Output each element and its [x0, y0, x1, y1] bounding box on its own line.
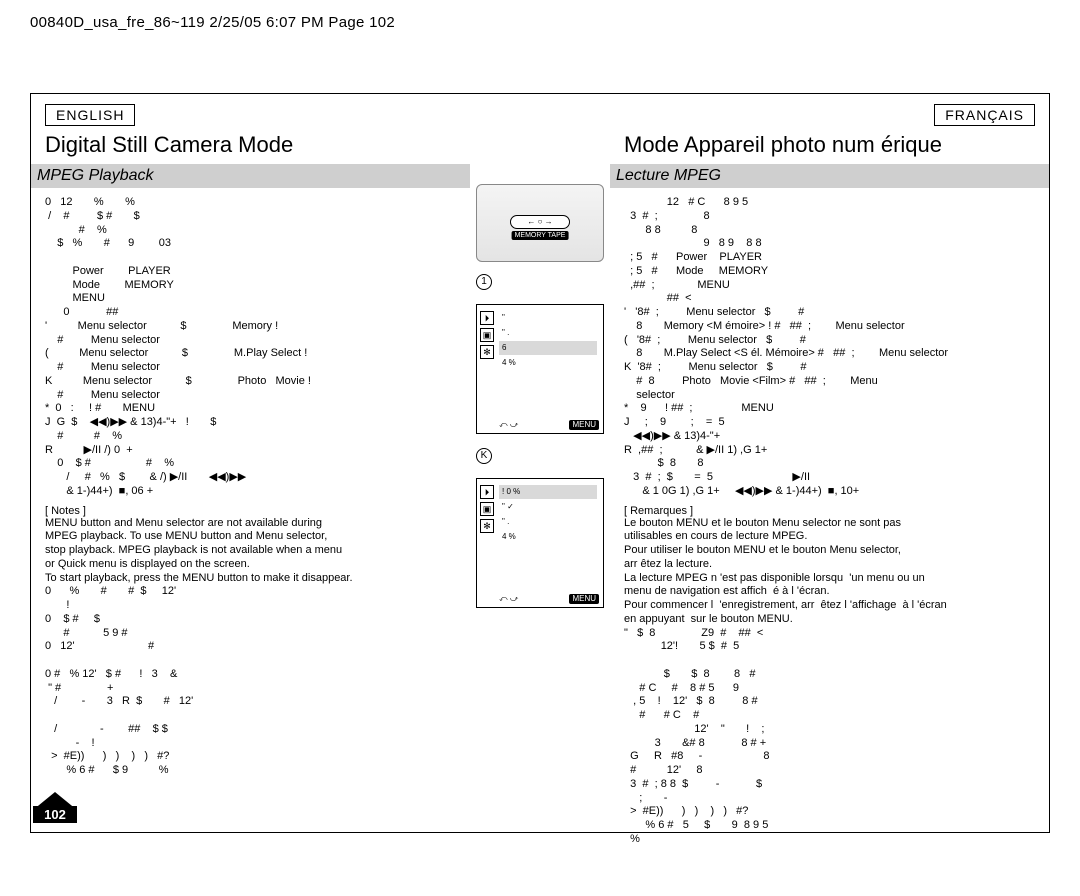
list-item: " .	[499, 515, 597, 529]
list-item-selected: 6	[499, 341, 597, 355]
screen1-menu-list: " " . 6 4 %	[499, 311, 597, 371]
column-french: FRANÇAIS Mode Appareil photo num érique …	[610, 94, 1049, 832]
list-item: " ✓	[499, 500, 597, 514]
notes-heading-english: [ Notes ]	[45, 505, 456, 517]
screen1-bottom-bar: ⤺ ⤻ MENU	[499, 420, 599, 430]
step-marker-1: 1	[476, 274, 492, 290]
step-marker-k: K	[476, 448, 492, 464]
screen1-side-icons: ⏵ ▣ ✻	[480, 311, 494, 362]
menu-button-label: MENU	[569, 420, 599, 430]
notes-heading-french: [ Remarques ]	[624, 505, 1035, 517]
subtitle-french: Lecture MPEG	[610, 164, 1049, 188]
list-item: "	[499, 311, 597, 325]
memory-tape-label: MEMORY TAPE	[512, 231, 569, 240]
list-item: 4 %	[499, 530, 597, 544]
menu-button-label: MENU	[569, 594, 599, 604]
tape-icon: ▣	[480, 328, 494, 342]
body-french: 12 # C 8 9 5 3 # ; 8 8 8 8 9 8 9 8 8 ; 5…	[624, 196, 1035, 499]
gear-icon: ✻	[480, 345, 494, 359]
lcd-screen-1: ⏵ ▣ ✻ " " . 6 4 % ⤺ ⤻ MENU	[476, 304, 604, 434]
subtitle-english: MPEG Playback	[31, 164, 470, 188]
notes-french: Le bouton MENU et le bouton Menu selecto…	[624, 517, 1035, 847]
page-number-badge: 102	[33, 798, 77, 828]
title-english: Digital Still Camera Mode	[45, 132, 456, 158]
list-item: " .	[499, 326, 597, 340]
camera-diagram: ← ○ → MEMORY TAPE	[476, 184, 604, 262]
gear-icon: ✻	[480, 519, 494, 533]
list-item: 4 %	[499, 356, 597, 370]
lcd-screen-2: ⏵ ▣ ✻ ! 0 % " ✓ " . 4 % ⤺ ⤻ MENU	[476, 478, 604, 608]
manual-page: ENGLISH Digital Still Camera Mode MPEG P…	[30, 93, 1050, 833]
language-label-english: ENGLISH	[45, 104, 135, 126]
mode-slider-icon: ← ○ →	[510, 215, 570, 229]
column-diagrams: ← ○ → MEMORY TAPE 1 ⏵ ▣ ✻ " " . 6 4 % ⤺ …	[470, 94, 610, 832]
nav-icons: ⤺ ⤻	[499, 420, 518, 430]
screen2-menu-list: ! 0 % " ✓ " . 4 %	[499, 485, 597, 545]
tape-icon: ▣	[480, 502, 494, 516]
page-header: 00840D_usa_fre_86~119 2/25/05 6:07 PM Pa…	[0, 0, 1080, 31]
screen2-side-icons: ⏵ ▣ ✻	[480, 485, 494, 536]
notes-english: MENU button and Menu selector are not av…	[45, 517, 456, 778]
camera-icon: ⏵	[480, 485, 494, 499]
title-french: Mode Appareil photo num érique	[624, 132, 1035, 158]
screen2-bottom-bar: ⤺ ⤻ MENU	[499, 594, 599, 604]
camera-icon: ⏵	[480, 311, 494, 325]
list-item-selected: ! 0 %	[499, 485, 597, 499]
body-english: 0 12 % % / # $ # $ # % $ % # 9 03 Power …	[45, 196, 456, 499]
nav-icons: ⤺ ⤻	[499, 594, 518, 604]
page-number: 102	[33, 806, 77, 823]
column-english: ENGLISH Digital Still Camera Mode MPEG P…	[31, 94, 470, 832]
language-label-french: FRANÇAIS	[934, 104, 1035, 126]
